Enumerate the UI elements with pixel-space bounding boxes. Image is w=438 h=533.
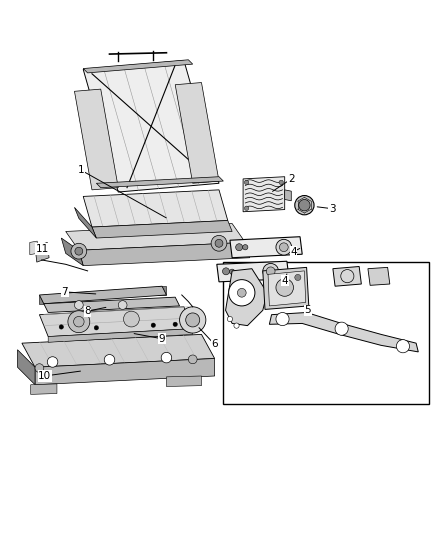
Polygon shape [268,271,306,306]
Text: 3: 3 [328,204,336,214]
Polygon shape [83,60,193,73]
Circle shape [188,355,197,364]
Text: 6: 6 [211,340,218,350]
Circle shape [151,323,155,327]
Polygon shape [230,237,302,258]
Polygon shape [285,190,291,201]
Circle shape [341,270,354,282]
Circle shape [229,280,255,306]
Text: 2: 2 [288,174,295,184]
Polygon shape [263,268,309,310]
Polygon shape [83,61,219,192]
Polygon shape [226,269,267,326]
Circle shape [263,263,279,279]
Circle shape [396,340,410,353]
Circle shape [244,206,249,211]
Circle shape [74,301,83,310]
Circle shape [94,326,99,330]
Circle shape [74,317,84,327]
Polygon shape [333,266,361,286]
Polygon shape [158,286,166,295]
Circle shape [180,307,206,333]
Text: 10: 10 [38,371,51,381]
Circle shape [335,322,348,335]
Polygon shape [269,312,418,352]
Circle shape [236,244,243,251]
Polygon shape [96,177,223,188]
Circle shape [227,317,233,322]
Polygon shape [61,238,83,265]
Circle shape [104,354,115,365]
Polygon shape [79,243,250,265]
Polygon shape [31,384,57,394]
Polygon shape [66,223,245,251]
Polygon shape [35,359,215,385]
Text: 1: 1 [78,165,85,175]
Polygon shape [92,221,232,238]
Circle shape [35,364,44,373]
Polygon shape [175,83,219,183]
Circle shape [223,268,230,275]
Polygon shape [48,329,193,342]
Circle shape [295,274,301,280]
Polygon shape [74,89,118,190]
Polygon shape [35,243,49,262]
Polygon shape [243,177,285,212]
Polygon shape [39,286,166,304]
Circle shape [243,245,248,250]
Text: 4: 4 [290,247,297,256]
Polygon shape [368,268,390,285]
Text: 7: 7 [61,287,68,297]
Circle shape [295,196,314,215]
Circle shape [244,180,249,184]
Circle shape [279,180,283,184]
Text: 5: 5 [304,305,311,316]
Polygon shape [166,376,201,386]
Polygon shape [39,295,48,304]
Polygon shape [217,261,289,282]
Polygon shape [39,307,193,336]
Polygon shape [83,190,228,227]
Circle shape [59,325,64,329]
Circle shape [234,323,239,328]
Circle shape [215,239,223,247]
Circle shape [173,322,177,327]
Circle shape [279,243,288,252]
Circle shape [71,243,87,259]
Polygon shape [74,207,96,238]
Circle shape [237,288,246,297]
Circle shape [161,352,172,363]
Polygon shape [30,241,37,255]
Circle shape [118,301,127,310]
Text: 8: 8 [84,306,91,316]
Text: 4: 4 [281,276,288,286]
Circle shape [276,239,292,255]
Text: 11: 11 [36,244,49,254]
Circle shape [124,311,139,327]
Polygon shape [18,350,35,385]
Text: 9: 9 [159,334,166,344]
Circle shape [68,311,90,333]
Circle shape [266,267,275,276]
Circle shape [276,312,289,326]
Circle shape [186,313,200,327]
Polygon shape [44,297,180,312]
Circle shape [47,357,58,367]
Circle shape [230,269,235,274]
Circle shape [211,236,227,251]
Bar [223,262,429,405]
Polygon shape [22,334,215,367]
Circle shape [299,199,310,211]
Circle shape [75,247,83,255]
Circle shape [276,279,293,296]
